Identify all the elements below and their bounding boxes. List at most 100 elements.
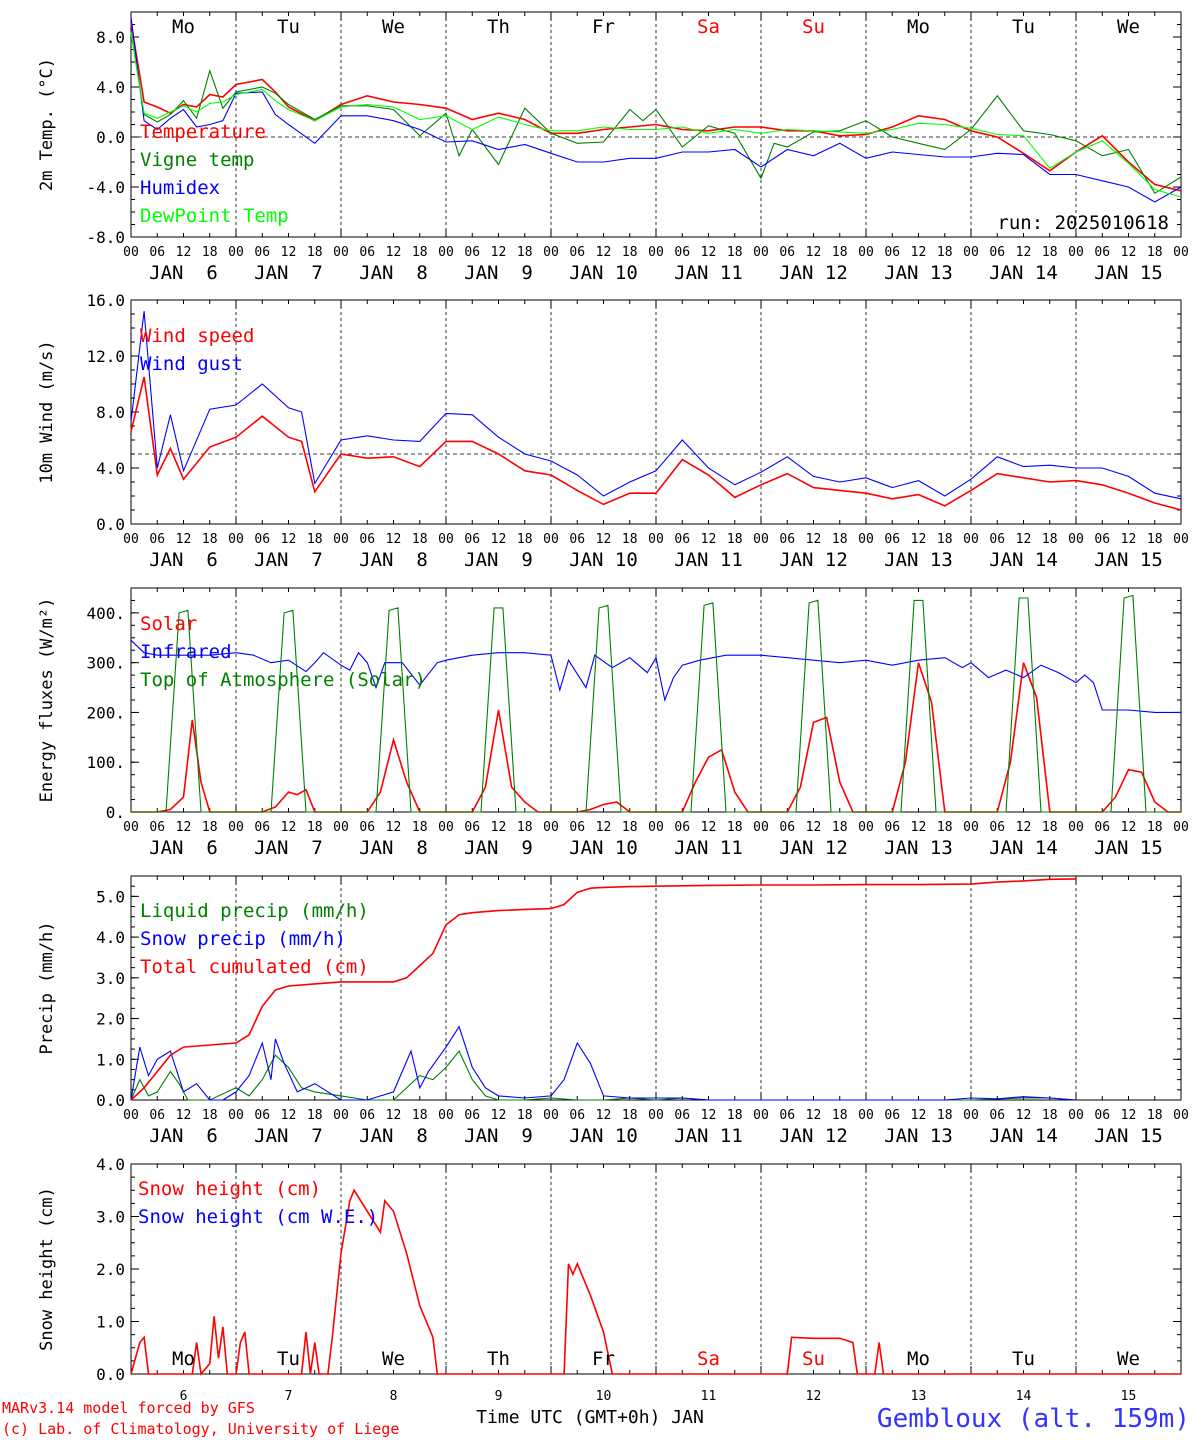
weekday-label: Th	[487, 16, 510, 38]
hour-tick-label: 06	[1094, 820, 1110, 835]
hour-tick-label: 18	[412, 820, 428, 835]
hour-tick-label: 06	[884, 820, 900, 835]
hour-tick-label: 18	[1147, 532, 1163, 547]
hour-tick-label: 06	[569, 820, 585, 835]
hour-tick-label: 18	[1147, 820, 1163, 835]
hour-tick-label: 12	[281, 532, 297, 547]
hour-tick-label: 18	[727, 245, 743, 260]
hour-tick-label: 06	[254, 245, 270, 260]
hour-tick-label: 00	[333, 820, 349, 835]
weekday-label: Su	[802, 1348, 825, 1370]
hour-tick-label: 00	[333, 532, 349, 547]
date-label: JAN 9	[464, 262, 533, 284]
date-label: JAN 6	[149, 837, 218, 859]
y-tick-label: 0.0	[96, 515, 125, 534]
y-tick-label: 12.0	[86, 347, 125, 366]
hour-tick-label: 06	[464, 1108, 480, 1123]
date-label: JAN 8	[359, 262, 428, 284]
hour-tick-label: 12	[701, 245, 717, 260]
hour-tick-label: 18	[1147, 1108, 1163, 1123]
hour-tick-label: 18	[832, 1108, 848, 1123]
date-label: JAN 6	[149, 1125, 218, 1147]
hour-tick-label: 00	[753, 532, 769, 547]
date-label: JAN 9	[464, 1125, 533, 1147]
hour-tick-label: 18	[307, 245, 323, 260]
hour-tick-label: 18	[517, 245, 533, 260]
weekday-label: Sa	[697, 1348, 720, 1370]
plot-frame	[130, 299, 1182, 525]
date-label: JAN 14	[989, 837, 1058, 859]
hour-tick-label: 00	[1068, 1108, 1084, 1123]
y-axis-label: 2m Temp. (°C)	[37, 58, 57, 191]
hour-tick-label: 18	[517, 1108, 533, 1123]
hour-tick-label: 06	[884, 245, 900, 260]
hour-tick-label: 12	[911, 1108, 927, 1123]
hour-tick-label: 00	[858, 245, 874, 260]
hour-tick-label: 12	[596, 820, 612, 835]
hour-tick-label: 12	[386, 1108, 402, 1123]
date-label: JAN 14	[989, 1125, 1058, 1147]
series-line	[130, 21, 1182, 192]
weekday-label: Mo	[172, 1348, 195, 1370]
hour-tick-label: 00	[123, 1108, 139, 1123]
hour-tick-label: 06	[149, 532, 165, 547]
hour-tick-label: 12	[806, 1108, 822, 1123]
hour-tick-label: 12	[176, 1108, 192, 1123]
day-number-label: 13	[911, 1389, 927, 1404]
weekday-label: Tu	[277, 16, 300, 38]
run-annotation: run: 2025010618	[997, 212, 1169, 234]
y-tick-label: 300.	[86, 654, 125, 673]
hour-tick-label: 06	[779, 820, 795, 835]
hour-tick-label: 00	[543, 1108, 559, 1123]
weekday-label: Mo	[907, 1348, 930, 1370]
hour-tick-label: 00	[963, 245, 979, 260]
legend-entry: Wind speed	[140, 325, 254, 347]
hour-tick-label: 12	[1121, 820, 1137, 835]
hour-tick-label: 06	[989, 245, 1005, 260]
date-label: JAN 8	[359, 837, 428, 859]
hour-tick-label: 18	[517, 532, 533, 547]
y-axis-label: Snow height (cm)	[37, 1187, 57, 1351]
hour-tick-label: 06	[464, 532, 480, 547]
hour-tick-label: 18	[937, 820, 953, 835]
hour-tick-label: 00	[1068, 532, 1084, 547]
date-label: JAN 14	[989, 549, 1058, 571]
hour-tick-label: 18	[937, 245, 953, 260]
hour-tick-label: 06	[884, 532, 900, 547]
day-number-label: 10	[596, 1389, 612, 1404]
weekday-label: Tu	[1012, 16, 1035, 38]
hour-tick-label: 18	[202, 1108, 218, 1123]
hour-tick-label: 00	[858, 1108, 874, 1123]
weekday-label: Fr	[592, 1348, 615, 1370]
weekday-label: Mo	[172, 16, 195, 38]
date-label: JAN 7	[254, 1125, 323, 1147]
hour-tick-label: 12	[596, 532, 612, 547]
hour-tick-label: 18	[412, 532, 428, 547]
hour-tick-label: 18	[832, 532, 848, 547]
hour-tick-label: 00	[858, 820, 874, 835]
hour-tick-label: 18	[412, 1108, 428, 1123]
hour-tick-label: 06	[1094, 1108, 1110, 1123]
y-axis-label: 10m Wind (m/s)	[37, 340, 57, 483]
series-line	[130, 33, 1182, 198]
credit-line-2: (c) Lab. of Climatology, University of L…	[2, 1420, 399, 1438]
legend-entry: Vigne temp	[140, 149, 254, 171]
hour-tick-label: 00	[858, 532, 874, 547]
hour-tick-label: 06	[149, 1108, 165, 1123]
date-label: JAN 13	[884, 549, 953, 571]
hour-tick-label: 00	[543, 820, 559, 835]
hour-tick-label: 00	[1173, 820, 1189, 835]
hour-tick-label: 00	[438, 245, 454, 260]
hour-tick-label: 12	[281, 245, 297, 260]
hour-tick-label: 06	[464, 820, 480, 835]
hour-tick-label: 12	[281, 820, 297, 835]
hour-tick-label: 06	[359, 245, 375, 260]
date-label: JAN 15	[1094, 837, 1163, 859]
hour-tick-label: 12	[596, 245, 612, 260]
y-tick-label: 8.0	[96, 403, 125, 422]
hour-tick-label: 06	[779, 532, 795, 547]
hour-tick-label: 18	[727, 820, 743, 835]
date-label: JAN 9	[464, 549, 533, 571]
date-label: JAN 8	[359, 549, 428, 571]
date-label: JAN 13	[884, 1125, 953, 1147]
